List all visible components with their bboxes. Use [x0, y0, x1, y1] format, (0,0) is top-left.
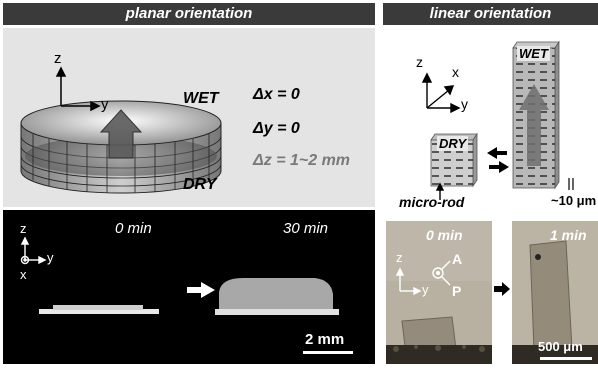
delta-y-equation: Δy = 0 [253, 120, 300, 137]
scale-bar-label: 2 mm [305, 331, 345, 348]
linear-schematic-panel: z x y DRY WET micro-rod ~10 μm [383, 28, 598, 218]
photo-axis-z-label-right: z [396, 250, 403, 265]
planar-schematic-panel: z y WET DRY Δx = 0 Δy = 0 Δz = 1~2 mm [3, 28, 375, 207]
right-arrow-icon [494, 282, 510, 296]
photo-axis-x-label: x [20, 267, 27, 282]
linear-diagram [421, 40, 574, 200]
delta-z-equation: Δz = 1~2 mm [253, 152, 351, 169]
linear-photo-1-drawing [512, 221, 598, 364]
planar-photo: z y x 0 min 30 min 2 mm [3, 210, 375, 364]
arrow-between-photos [493, 282, 511, 296]
photo-axis-y-label-right: y [422, 282, 429, 297]
right-axis-z-label: z [416, 54, 423, 70]
time-1-min-label: 1 min [550, 227, 587, 243]
time-0-min-label-right: 0 min [426, 227, 463, 243]
scale-bar-label-right: 500 μm [538, 339, 583, 354]
polarizer-p-label: P [452, 283, 462, 299]
polarizer-a-label: A [452, 251, 463, 267]
axis-y-label: y [101, 96, 109, 113]
delta-x-equation: Δx = 0 [253, 86, 300, 103]
planar-photo-drawing [20, 236, 353, 354]
linear-orientation-header: linear orientation [383, 3, 598, 25]
linear-photo-1-min: 1 min 500 μm [512, 221, 598, 364]
planar-disc-diagram [20, 66, 222, 194]
photo-axis-z-label: z [20, 221, 27, 236]
dry-label: DRY [183, 176, 217, 193]
right-axis-x-label: x [452, 64, 459, 80]
photo-axis-y-label: y [47, 250, 54, 265]
axis-z-label: z [54, 50, 62, 67]
gap-size-label: ~10 μm [551, 193, 597, 208]
wet-column-label: WET [517, 46, 550, 61]
time-0-min-label: 0 min [115, 220, 152, 237]
micro-rod-label: micro-rod [399, 194, 465, 210]
planar-orientation-header: planar orientation [3, 3, 375, 25]
linear-photo-0-drawing [386, 221, 492, 364]
time-30-min-label: 30 min [283, 220, 329, 237]
linear-photo-0-min: 0 min z y A P [386, 221, 492, 364]
right-axis-y-label: y [461, 96, 468, 112]
dry-cube-label: DRY [437, 136, 469, 151]
wet-label: WET [183, 90, 219, 107]
